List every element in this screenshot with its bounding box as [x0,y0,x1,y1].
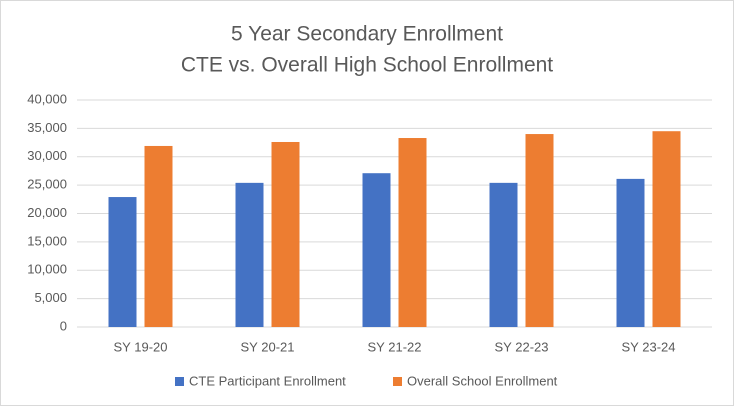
x-tick-label: SY 22-23 [495,339,549,354]
legend-swatch [175,377,184,386]
legend-swatch [393,377,402,386]
bar [362,173,391,327]
legend-label: CTE Participant Enrollment [189,373,346,388]
legend-label: Overall School Enrollment [407,373,558,388]
y-tick-label: 35,000 [27,120,67,135]
bar [652,131,681,327]
bar [525,134,554,327]
bar [271,141,300,327]
bar [144,145,173,327]
y-tick-label: 0 [60,318,67,333]
bar [235,182,264,327]
bar [108,197,137,327]
x-tick-label: SY 20-21 [241,339,295,354]
x-tick-label: SY 21-22 [368,339,422,354]
y-tick-label: 40,000 [27,91,67,106]
x-tick-label: SY 19-20 [114,339,168,354]
y-tick-label: 25,000 [27,177,67,192]
y-tick-label: 10,000 [27,262,67,277]
chart-title: 5 Year Secondary Enrollment [231,23,503,46]
chart-subtitle: CTE vs. Overall High School Enrollment [181,54,553,77]
x-tick-label: SY 23-24 [622,339,676,354]
y-tick-label: 30,000 [27,148,67,163]
y-tick-label: 5,000 [34,290,67,305]
bar [616,178,645,327]
y-tick-label: 20,000 [27,205,67,220]
bar [489,182,518,327]
y-tick-label: 15,000 [27,233,67,248]
bar [398,138,427,327]
